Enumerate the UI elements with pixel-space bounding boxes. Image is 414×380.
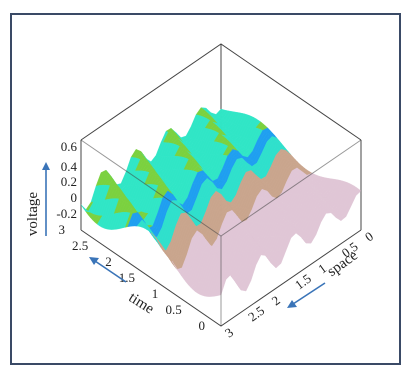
- voltage-surface: [80, 107, 362, 297]
- space-arrow-icon: [287, 282, 326, 308]
- time-arrow-icon: [89, 257, 127, 283]
- voltage-tick-labels: 0.6 0.40.20-0.2: [56, 139, 77, 221]
- space-tick-label: 2: [269, 292, 283, 308]
- time-tick-label: 2: [105, 254, 112, 269]
- space-tick-label: 2.5: [245, 303, 267, 325]
- time-tick-label: 0.5: [165, 302, 181, 317]
- time-tick-label: 1.5: [119, 270, 135, 285]
- space-tick-label: 1.5: [292, 271, 314, 293]
- time-tick-label: 3: [59, 222, 66, 237]
- space-tick-label: 3: [222, 324, 236, 340]
- time-tick-label: 1: [152, 286, 159, 301]
- voltage-tick-label: 0.4: [61, 159, 78, 174]
- time-tick-label: 0: [199, 318, 206, 333]
- time-tick-labels: 3 2.5 2 1.5 1 0.5 0: [59, 222, 206, 333]
- voltage-arrow-icon: [42, 162, 50, 236]
- figure-frame: [10, 13, 401, 365]
- voltage-tick-label: 0.2: [61, 174, 77, 189]
- voltage-tick-label: 0: [71, 190, 78, 205]
- box-front-edges: [80, 139, 362, 327]
- voltage-tick-label: -0.2: [56, 206, 77, 221]
- voltage-tick-label: 0.6: [61, 139, 78, 154]
- space-tick-label: 0: [362, 228, 376, 244]
- voltage-axis-title: voltage: [25, 192, 41, 236]
- time-tick-label: 2.5: [72, 238, 88, 253]
